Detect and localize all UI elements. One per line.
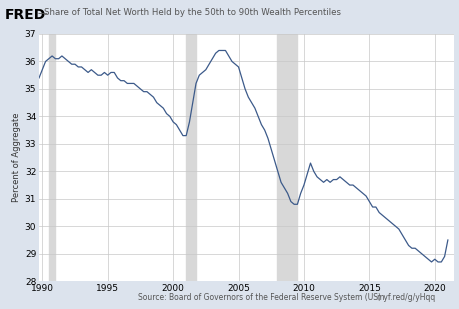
Bar xyxy=(49,34,56,281)
Text: FRED: FRED xyxy=(5,8,46,22)
Y-axis label: Percent of Aggregate: Percent of Aggregate xyxy=(11,113,21,202)
Bar xyxy=(186,34,196,281)
Text: Source: Board of Governors of the Federal Reserve System (US): Source: Board of Governors of the Federa… xyxy=(138,293,381,302)
Text: Share of Total Net Worth Held by the 50th to 90th Wealth Percentiles: Share of Total Net Worth Held by the 50t… xyxy=(44,8,341,17)
Bar xyxy=(277,34,297,281)
Text: —: — xyxy=(38,8,47,18)
Text: myf.red/g/yHqq: myf.red/g/yHqq xyxy=(376,293,436,302)
